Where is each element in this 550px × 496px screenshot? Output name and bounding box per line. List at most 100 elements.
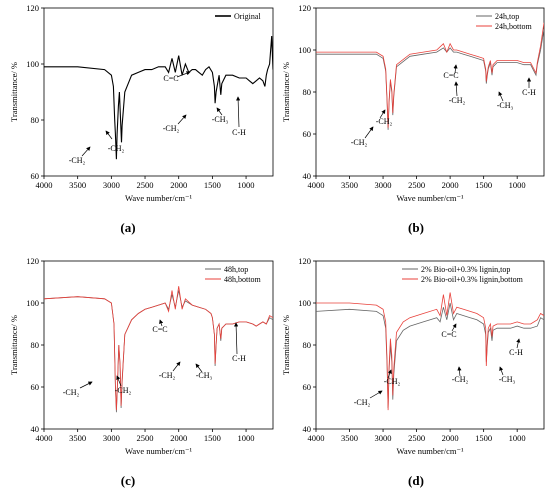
x-tick-label: 1500 — [204, 180, 221, 190]
y-axis-label: Transmittance/ % — [9, 62, 19, 122]
annotation-arrow — [387, 369, 392, 379]
series-line-1 — [316, 22, 544, 128]
annotation-label: -CH₃ — [196, 371, 213, 380]
y-tick-label: 120 — [298, 256, 311, 266]
y-axis-label: Transmittance/ % — [281, 62, 291, 122]
y-tick-label: 80 — [303, 87, 312, 97]
x-tick-label: 3500 — [69, 180, 86, 190]
annotation-arrow — [454, 81, 459, 97]
panel-label: (d) — [408, 473, 424, 488]
annotation-arrow — [176, 71, 191, 78]
y-tick-label: 60 — [303, 382, 312, 392]
x-axis-label: Wave number/cm⁻¹ — [125, 193, 192, 203]
annotation-arrow — [105, 130, 113, 140]
x-tick-label: 2000 — [442, 433, 459, 443]
y-tick-label: 120 — [26, 3, 39, 13]
annotation-label: -CH₂ — [69, 156, 86, 165]
y-tick-label: 100 — [298, 298, 311, 308]
x-tick-label: 4000 — [36, 180, 53, 190]
x-tick-label: 1000 — [509, 180, 526, 190]
annotation-label: C-H — [232, 128, 246, 137]
annotation-arrow — [498, 91, 504, 102]
y-tick-label: 100 — [26, 59, 39, 69]
annotation-arrow — [81, 146, 91, 157]
annotation-arrow — [236, 96, 241, 128]
annotation-label: C=C — [152, 325, 167, 334]
x-tick-label: 1500 — [475, 180, 492, 190]
y-tick-label: 40 — [31, 424, 40, 434]
annotation-label: -CH₃ — [212, 115, 229, 124]
x-tick-label: 4000 — [36, 433, 53, 443]
legend-label: 48h,top — [224, 265, 248, 274]
annotation-arrow — [195, 363, 203, 373]
x-tick-label: 2000 — [442, 180, 459, 190]
annotation-arrow — [457, 366, 462, 377]
plot-frame — [315, 260, 545, 430]
annotation-label: -CH₂ — [449, 96, 466, 105]
annotation-label: -CH₂ — [163, 124, 180, 133]
annotation-label: -CH₂ — [108, 144, 125, 153]
x-tick-label: 2500 — [137, 433, 154, 443]
legend-label: 24h,top — [495, 12, 519, 21]
y-tick-label: 60 — [303, 129, 312, 139]
annotation-label: -CH₂ — [376, 117, 393, 126]
y-axis-label: Transmittance/ % — [281, 315, 291, 375]
annotation-label: C=C — [441, 330, 456, 339]
x-tick-label: 2000 — [170, 180, 187, 190]
legend-label: 2% Bio-oil+0.3% lignin,bottom — [421, 275, 524, 284]
y-tick-label: 40 — [303, 424, 312, 434]
x-tick-label: 1000 — [238, 180, 255, 190]
annotation-label: C-H — [509, 348, 523, 357]
annotation-arrow — [499, 366, 504, 376]
annotation-arrow — [177, 114, 187, 125]
annotation-arrow — [364, 126, 374, 139]
annotation-label: -CH₂ — [452, 375, 469, 384]
panel-label: (b) — [408, 220, 424, 235]
annotation-arrow — [216, 107, 223, 116]
y-tick-label: 40 — [303, 171, 312, 181]
annotation-arrow — [159, 319, 164, 327]
y-tick-label: 60 — [31, 382, 40, 392]
annotation-label: C=C — [443, 71, 458, 80]
panel-label: (a) — [120, 220, 135, 235]
panel-b: 4000 3500 3000 2500 2000 1500 1000 40 60 80 100 120… — [281, 3, 545, 235]
legend-label: 24h,bottom — [495, 22, 532, 31]
series-line-1 — [44, 286, 273, 411]
annotation-arrow — [172, 361, 181, 372]
annotation-arrow — [453, 64, 458, 74]
x-tick-label: 3500 — [341, 180, 358, 190]
annotation-label: -CH₂ — [351, 138, 368, 147]
x-tick-label: 3500 — [341, 433, 358, 443]
annotation-arrow — [369, 390, 383, 399]
x-tick-label: 3000 — [103, 433, 120, 443]
annotation-label: C-H — [522, 88, 536, 97]
legend-label: 2% Bio-oil+0.3% lignin,top — [421, 265, 510, 274]
annotation-label: -CH₂ — [115, 386, 132, 395]
x-axis-label: Wave number/cm⁻¹ — [125, 446, 192, 456]
annotation-label: -CH₃ — [499, 375, 516, 384]
x-axis-label: Wave number/cm⁻¹ — [396, 193, 463, 203]
x-tick-label: 2500 — [408, 180, 425, 190]
annotation-label: -CH₃ — [497, 101, 514, 110]
x-tick-label: 3000 — [375, 180, 392, 190]
x-tick-label: 2500 — [137, 180, 154, 190]
x-tick-label: 1000 — [509, 433, 526, 443]
y-tick-label: 100 — [298, 45, 311, 55]
x-axis-label: Wave number/cm⁻¹ — [396, 446, 463, 456]
x-tick-label: 2500 — [408, 433, 425, 443]
series-line-0 — [44, 35, 273, 160]
x-tick-label: 1000 — [238, 433, 255, 443]
panel-a: 4000 3500 3000 2500 2000 1500 1000 60 80 100 120 Wa… — [9, 3, 274, 235]
legend-label: Original — [234, 12, 261, 21]
legend-label: 48h,bottom — [224, 275, 261, 284]
panel-c: 4000 3500 3000 2500 2000 1500 1000 40 60 80 100 120… — [9, 256, 274, 488]
y-tick-label: 120 — [298, 3, 311, 13]
annotation-arrow — [516, 338, 521, 349]
annotation-label: -CH₂ — [354, 398, 371, 407]
annotation-arrow — [451, 323, 457, 332]
plot-frame — [43, 260, 274, 430]
annotation-label: C=C — [163, 74, 178, 83]
y-tick-label: 80 — [303, 340, 312, 350]
y-tick-label: 120 — [26, 256, 39, 266]
